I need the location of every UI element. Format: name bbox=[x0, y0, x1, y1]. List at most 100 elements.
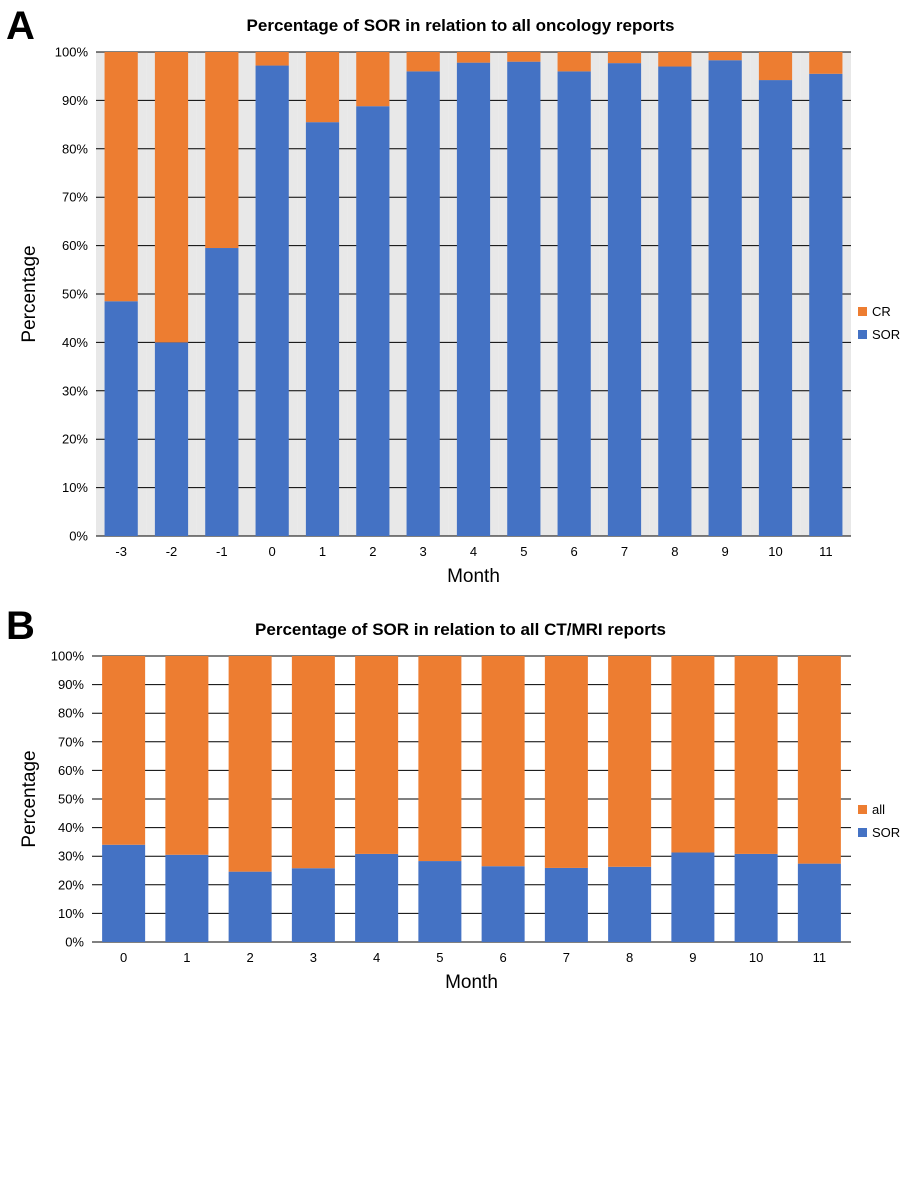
bar-cr bbox=[205, 52, 239, 249]
bar-cr bbox=[154, 52, 189, 343]
bar-sor bbox=[608, 866, 652, 942]
bar-sor bbox=[418, 861, 462, 942]
bar-sor bbox=[708, 60, 742, 537]
x-tick-label: 1 bbox=[319, 544, 326, 559]
bar-sor bbox=[205, 248, 239, 536]
x-tick-label: 6 bbox=[500, 950, 507, 965]
legend-label: all bbox=[872, 802, 885, 817]
chart-a-svg: 0% 10% 20% 30% 40% 50% 60% 70% 80% 90% 100% -3 -2 -1 0… bbox=[19, 45, 900, 588]
x-tick-label: 4 bbox=[470, 544, 477, 559]
x-tick-label: -2 bbox=[166, 544, 178, 559]
y-tick-label: 70% bbox=[62, 190, 88, 205]
bar-all bbox=[734, 656, 778, 854]
chart-panel-b: B Percentage of SOR in relation to all C… bbox=[0, 600, 921, 1193]
y-tick-label: 30% bbox=[58, 849, 84, 864]
bar-all bbox=[418, 656, 462, 862]
bar-sor bbox=[671, 852, 715, 942]
bar-cr bbox=[104, 52, 138, 302]
x-tick-label: 0 bbox=[269, 544, 276, 559]
x-tick-label: 10 bbox=[749, 950, 763, 965]
y-tick-label: 0% bbox=[65, 935, 84, 950]
bar-cr bbox=[356, 52, 390, 107]
bar-sor bbox=[507, 61, 541, 537]
bar-sor bbox=[228, 871, 272, 942]
bar-all bbox=[291, 656, 335, 869]
y-tick-label: 20% bbox=[62, 432, 88, 447]
bar-sor bbox=[355, 853, 399, 942]
bar-cr bbox=[658, 52, 692, 67]
bar-cr bbox=[809, 52, 843, 74]
bar-sor bbox=[456, 62, 491, 536]
y-tick-label: 80% bbox=[62, 141, 88, 156]
x-tick-label: 7 bbox=[563, 950, 570, 965]
y-tick-label: 0% bbox=[69, 529, 88, 544]
x-tick-label: 9 bbox=[689, 950, 696, 965]
x-tick-label: 7 bbox=[621, 544, 628, 559]
bar-all bbox=[544, 656, 588, 868]
bar-sor bbox=[104, 301, 138, 536]
bar-cr bbox=[255, 52, 289, 66]
bar-cr bbox=[406, 52, 440, 72]
y-tick-label: 20% bbox=[58, 877, 84, 892]
bar-all bbox=[355, 656, 399, 854]
bar-cr bbox=[758, 52, 793, 81]
bar-sor bbox=[658, 66, 692, 537]
y-tick-label: 100% bbox=[55, 45, 89, 60]
legend-label: SOR bbox=[872, 825, 900, 840]
y-tick-label: 60% bbox=[58, 763, 84, 778]
legend-swatch bbox=[858, 805, 867, 814]
y-tick-label: 70% bbox=[58, 734, 84, 749]
bar-sor bbox=[102, 844, 146, 942]
y-tick-label: 10% bbox=[58, 906, 84, 921]
legend-swatch bbox=[858, 307, 867, 316]
bar-sor bbox=[291, 868, 335, 942]
bar-sor bbox=[356, 106, 390, 536]
x-tick-label: 6 bbox=[571, 544, 578, 559]
x-tick-label: 3 bbox=[310, 950, 317, 965]
bar-all bbox=[165, 656, 209, 855]
x-tick-label: 1 bbox=[183, 950, 190, 965]
y-tick-label: 50% bbox=[62, 287, 88, 302]
x-tick-label: 8 bbox=[626, 950, 633, 965]
legend-swatch bbox=[858, 828, 867, 837]
y-tick-label: 60% bbox=[62, 238, 88, 253]
bar-cr bbox=[708, 52, 742, 61]
bar-sor bbox=[809, 73, 843, 536]
y-tick-label: 30% bbox=[62, 383, 88, 398]
bar-cr bbox=[305, 52, 340, 123]
y-axis-title: Percentage bbox=[19, 245, 40, 342]
x-tick-label: 4 bbox=[373, 950, 380, 965]
bar-all bbox=[797, 656, 841, 864]
y-tick-label: 90% bbox=[62, 93, 88, 108]
x-tick-label: -1 bbox=[216, 544, 228, 559]
bar-sor bbox=[165, 854, 209, 942]
x-tick-label: 2 bbox=[369, 544, 376, 559]
chart-title: Percentage of SOR in relation to all CT/… bbox=[255, 620, 666, 639]
bar-all bbox=[228, 656, 272, 872]
bar-sor bbox=[607, 63, 642, 537]
bar-sor bbox=[797, 863, 841, 942]
x-tick-label: 5 bbox=[520, 544, 527, 559]
legend-label: SOR bbox=[872, 327, 900, 342]
y-tick-label: 10% bbox=[62, 480, 88, 495]
bar-sor bbox=[154, 342, 189, 536]
bar-sor bbox=[305, 122, 340, 537]
bar-sor bbox=[758, 80, 793, 537]
bar-all bbox=[671, 656, 715, 853]
y-axis-title: Percentage bbox=[19, 750, 40, 847]
x-tick-label: 5 bbox=[436, 950, 443, 965]
chart-panel-a: A Percentage of SOR in relation to all o… bbox=[6, 4, 900, 588]
y-tick-label: 50% bbox=[58, 792, 84, 807]
panel-label: A bbox=[6, 4, 35, 48]
x-tick-label: 3 bbox=[420, 544, 427, 559]
bar-sor bbox=[406, 71, 440, 537]
bar-sor bbox=[544, 867, 588, 942]
x-tick-label: 11 bbox=[813, 950, 827, 965]
y-tick-label: 100% bbox=[51, 649, 85, 664]
x-tick-label: 2 bbox=[247, 950, 254, 965]
bar-all bbox=[481, 656, 525, 867]
bar-cr bbox=[607, 52, 642, 64]
y-tick-label: 40% bbox=[58, 820, 84, 835]
chart-b-svg: 0% 10% 20% 30% 40% 50% 60% 70% 80% 90% 100% 0 1 2 3 4 5 6… bbox=[19, 649, 900, 994]
bar-cr bbox=[557, 52, 591, 72]
